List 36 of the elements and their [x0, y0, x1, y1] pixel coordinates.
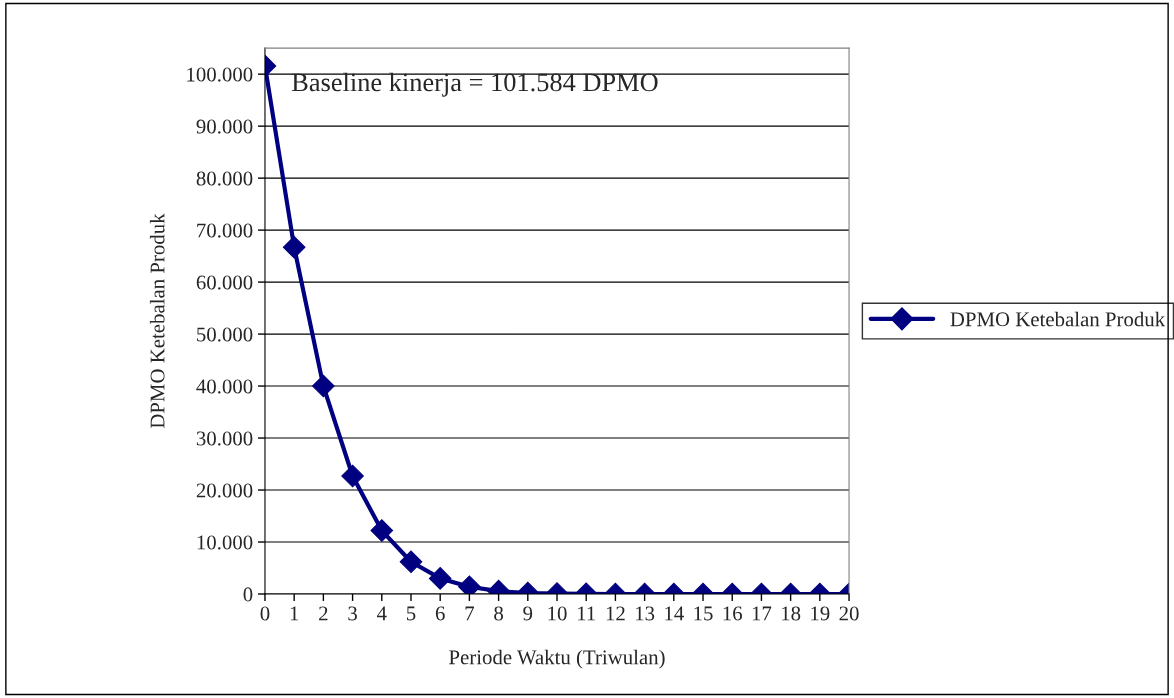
- annotation: Baseline kinerja = 101.584 DPMO: [292, 72, 658, 97]
- x-tick-label: 9: [523, 606, 533, 621]
- x-tick-label: 3: [348, 606, 357, 621]
- y-tick-label: 100.000: [187, 67, 253, 82]
- x-tick-label: 1: [290, 606, 299, 621]
- y-tick-label: 20.000: [196, 483, 253, 498]
- y-tick-label: 80.000: [196, 171, 253, 186]
- y-axis-title: DPMO Ketebalan Produk: [149, 213, 165, 429]
- x-tick-label: 11: [578, 606, 595, 621]
- x-tick-label: 15: [694, 606, 713, 621]
- x-tick-label: 18: [782, 606, 801, 621]
- y-tick-label: 60.000: [196, 275, 253, 290]
- x-tick-label: 2: [319, 606, 328, 621]
- x-tick-label: 0: [260, 606, 270, 621]
- y-tick-label: 70.000: [197, 223, 253, 238]
- y-tick-label: 10.000: [197, 535, 253, 550]
- x-tick-label: 12: [606, 606, 625, 621]
- x-tick-label: 7: [465, 606, 474, 621]
- x-tick-label: 8: [494, 606, 504, 621]
- x-tick-label: 20: [839, 606, 859, 621]
- x-tick-label: 19: [811, 606, 830, 621]
- x-tick-label: 17: [752, 606, 772, 621]
- x-tick-label: 16: [723, 606, 743, 621]
- x-tick-label: 14: [665, 606, 684, 621]
- y-tick-label: 90.000: [196, 119, 253, 134]
- x-tick-label: 5: [406, 606, 416, 621]
- x-axis-title: Periode Waktu (Triwulan): [449, 649, 665, 669]
- x-tick-label: 13: [636, 606, 655, 621]
- x-tick-label: 10: [548, 606, 567, 621]
- x-tick-label: 4: [376, 606, 387, 621]
- y-tick-label: 30.000: [196, 431, 253, 446]
- y-tick-label: 0: [243, 587, 253, 602]
- legend-label: DPMO Ketebalan Produk: [950, 311, 1166, 327]
- y-tick-label: 40.000: [196, 379, 253, 394]
- y-tick-label: 50.000: [197, 327, 253, 342]
- x-tick-label: 6: [435, 606, 445, 621]
